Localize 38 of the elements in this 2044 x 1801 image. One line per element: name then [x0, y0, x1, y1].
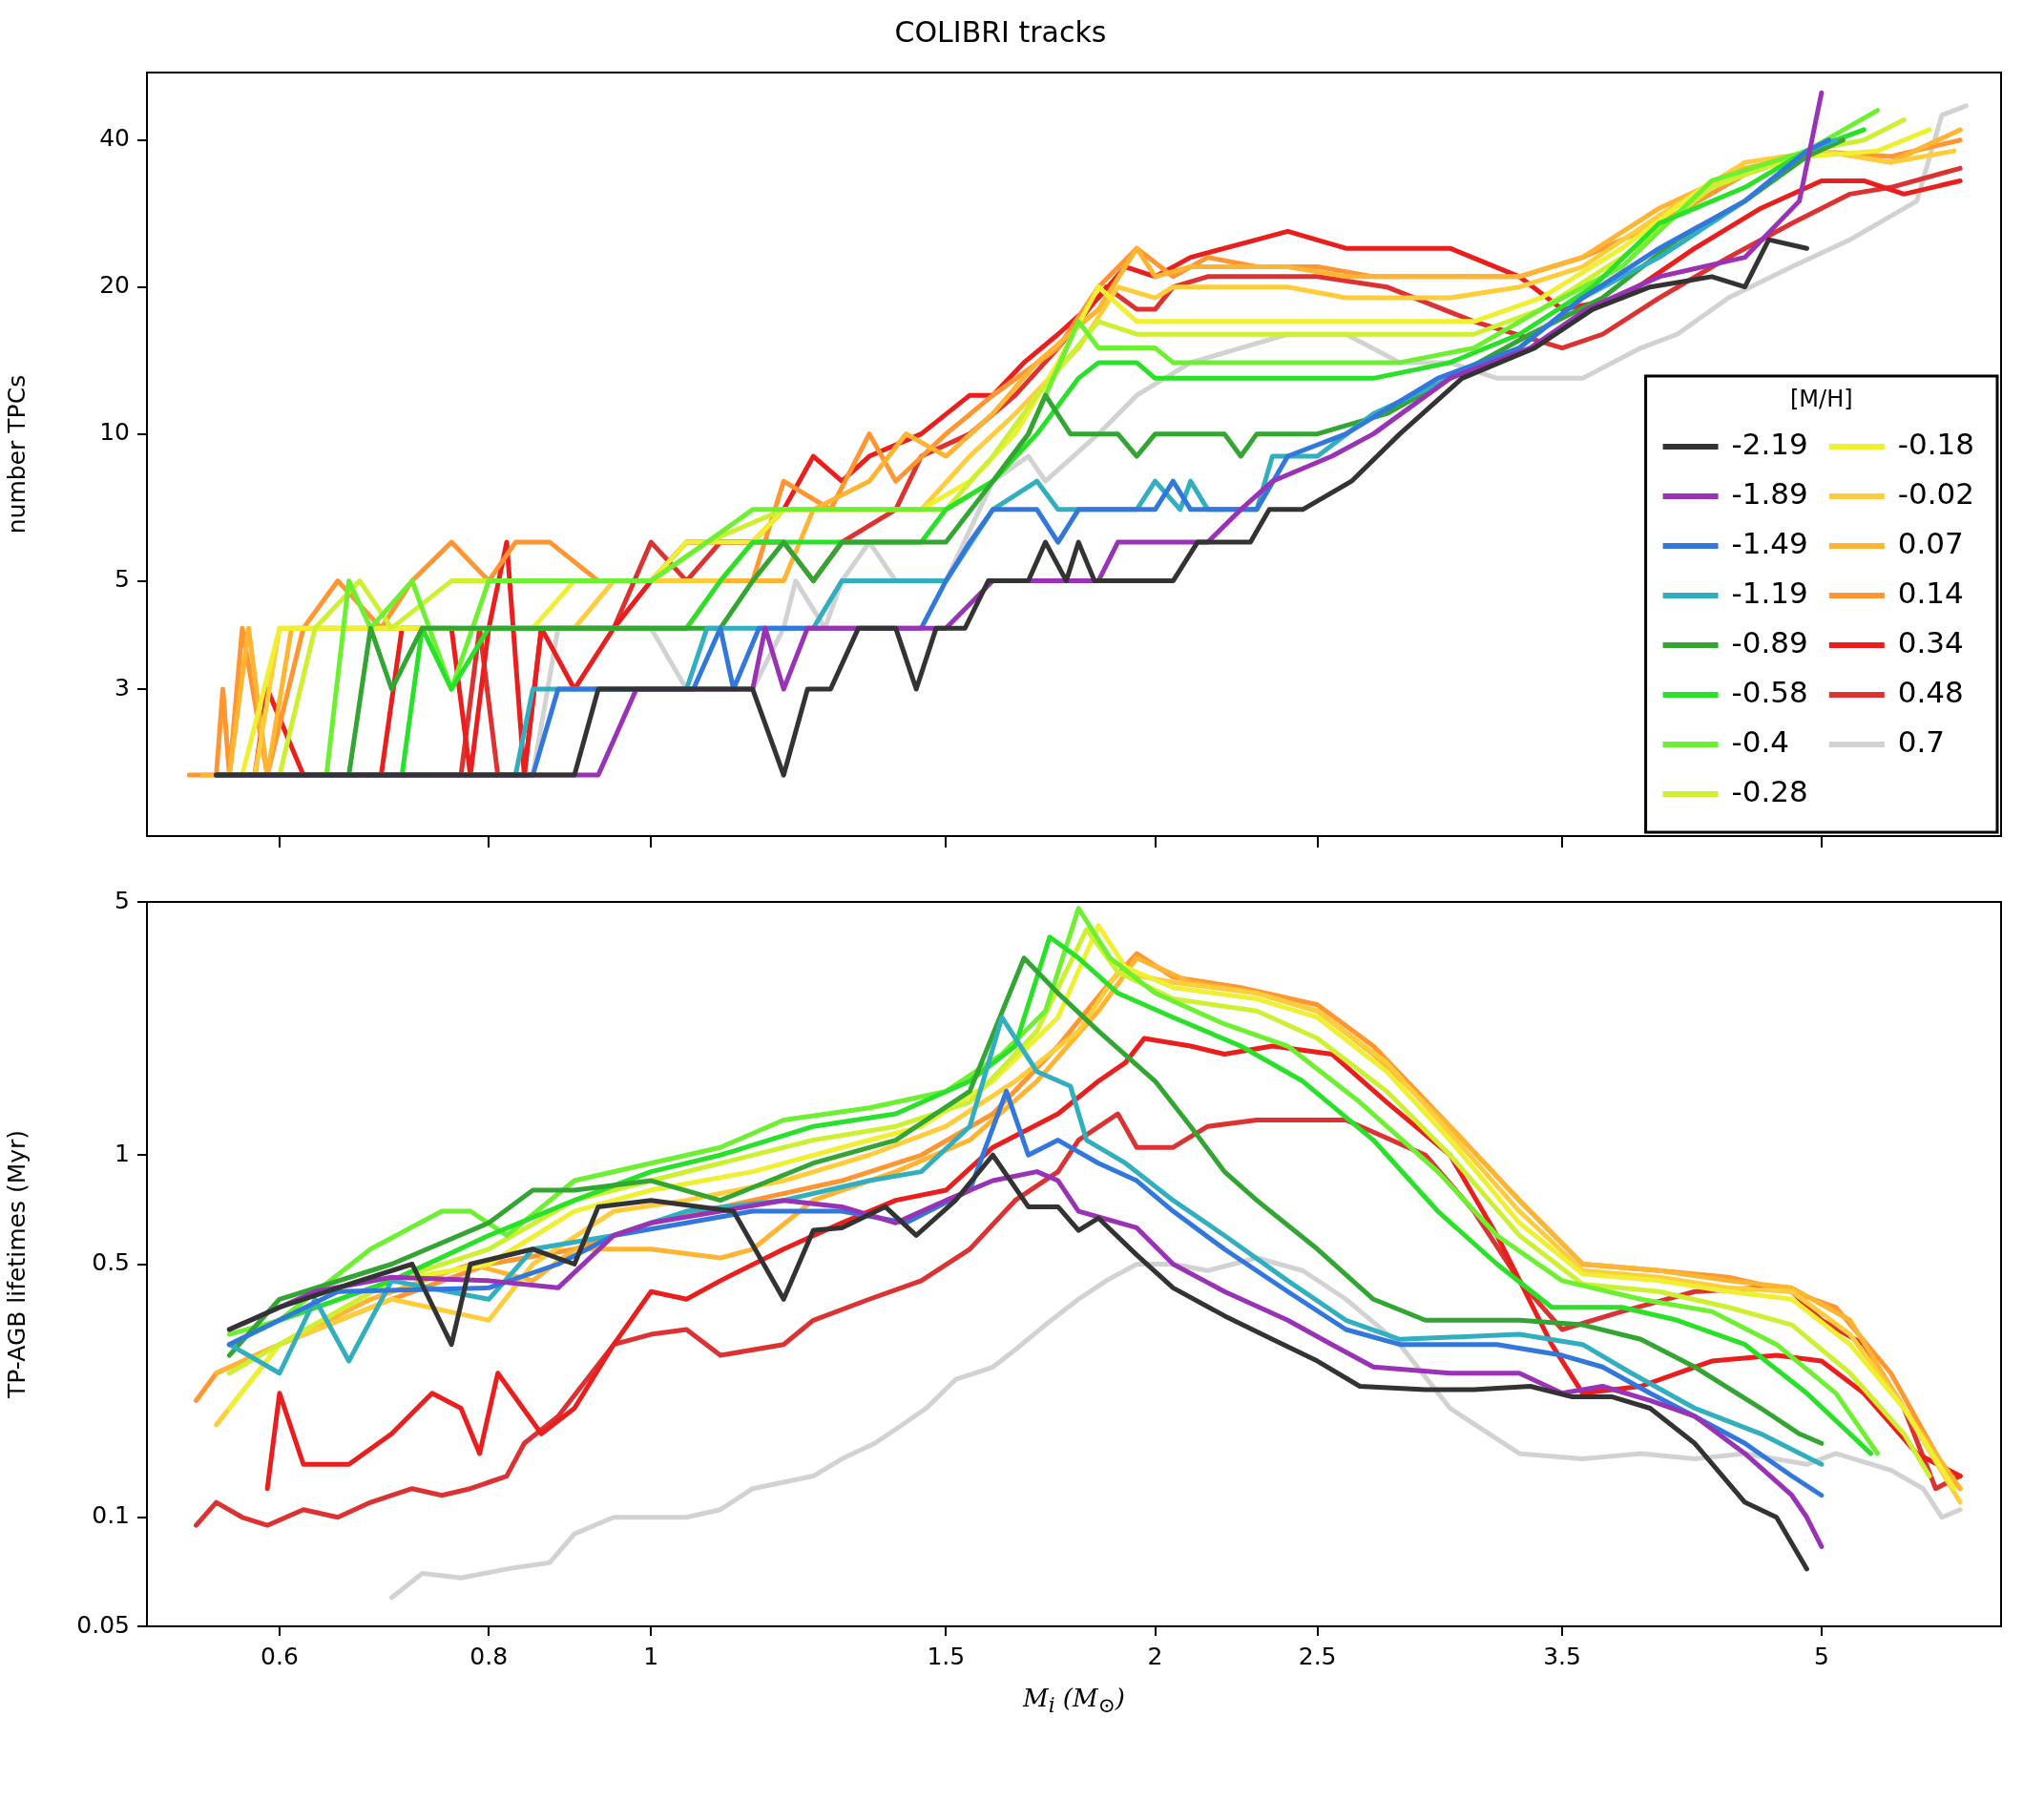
legend-label: -0.02	[1897, 476, 1975, 512]
legend-label: 0.7	[1897, 724, 1946, 760]
y-axis-title: TP-AGB lifetimes (Myr)	[2, 1129, 31, 1400]
legend-title: [M/H]	[1790, 386, 1853, 413]
legend-label: 0.07	[1897, 526, 1964, 561]
x-tick-label: 2	[1147, 1642, 1163, 1670]
y-tick-label: 0.1	[92, 1501, 130, 1530]
y-tick-label: 0.05	[76, 1610, 130, 1639]
y-axis-title: number TPCs	[2, 374, 31, 534]
y-tick-label: 5	[115, 565, 130, 594]
x-tick-label: 3.5	[1543, 1642, 1581, 1670]
legend-label: -1.89	[1731, 476, 1808, 512]
y-tick-label: 5	[115, 886, 130, 914]
legend-label: -1.49	[1731, 526, 1808, 561]
legend-label: -2.19	[1731, 427, 1808, 462]
legend-label: -0.4	[1731, 724, 1790, 760]
y-tick-label: 20	[99, 271, 130, 300]
legend-label: 0.48	[1897, 675, 1964, 710]
x-tick-label: 1	[643, 1642, 659, 1670]
x-tick-label: 1.5	[927, 1642, 966, 1670]
legend-label: -0.28	[1731, 774, 1808, 809]
legend-label: -0.18	[1897, 427, 1975, 462]
y-tick-label: 40	[99, 124, 130, 153]
y-tick-label: 3	[115, 673, 130, 702]
x-tick-label: 2.5	[1298, 1642, 1337, 1670]
x-tick-label: 0.8	[469, 1642, 509, 1670]
y-tick-label: 10	[99, 418, 130, 447]
x-tick-label: 0.6	[261, 1642, 299, 1670]
legend-label: -0.58	[1731, 675, 1808, 710]
legend-label: 0.34	[1897, 625, 1964, 660]
legend-label: -0.89	[1731, 625, 1808, 660]
y-tick-label: 1	[115, 1139, 130, 1167]
legend-label: 0.14	[1897, 576, 1964, 611]
legend-label: -1.19	[1731, 576, 1808, 611]
x-tick-label: 5	[1813, 1642, 1829, 1670]
chart-title: COLIBRI tracks	[894, 14, 1107, 49]
x-axis-title: M$_{i}$ (M$_{⊙}$)	[1023, 1684, 1125, 1718]
y-tick-label: 0.5	[92, 1248, 130, 1276]
